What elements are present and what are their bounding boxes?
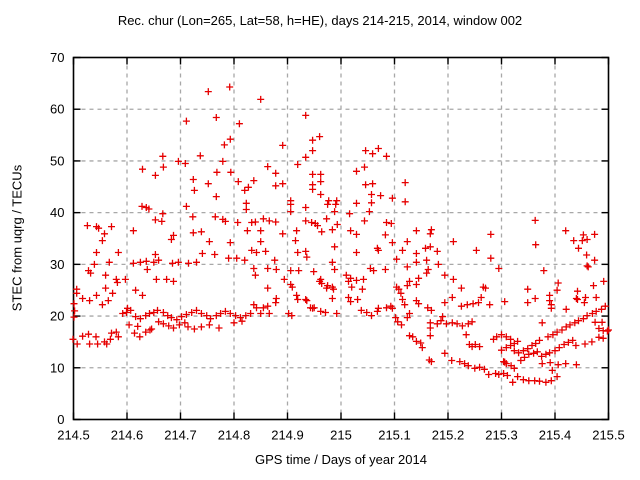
x-tick-label: 215: [330, 428, 352, 443]
y-tick-label: 40: [50, 205, 64, 220]
y-tick-label: 0: [57, 412, 64, 427]
data-points: [69, 83, 612, 386]
x-tick-label: 215.1: [378, 428, 411, 443]
x-tick-label: 215.3: [485, 428, 518, 443]
x-tick-label: 215.5: [592, 428, 625, 443]
x-tick-label: 214.9: [271, 428, 304, 443]
y-tick-label: 70: [50, 50, 64, 65]
y-tick-label: 60: [50, 102, 64, 117]
x-tick-label: 214.8: [218, 428, 251, 443]
chart-title: Rec. chur (Lon=265, Lat=58, h=HE), days …: [117, 13, 523, 28]
x-tick-label: 215.4: [539, 428, 572, 443]
x-tick-label: 214.7: [164, 428, 197, 443]
y-tick-label: 30: [50, 257, 64, 272]
y-tick-label: 10: [50, 360, 64, 375]
x-axis-label: GPS time / Days of year 2014: [255, 452, 427, 467]
y-tick-label: 20: [50, 309, 64, 324]
x-tick-label: 214.6: [111, 428, 144, 443]
y-tick-label: 50: [50, 153, 64, 168]
x-tick-label: 214.5: [57, 428, 90, 443]
x-tick-label: 215.2: [432, 428, 465, 443]
